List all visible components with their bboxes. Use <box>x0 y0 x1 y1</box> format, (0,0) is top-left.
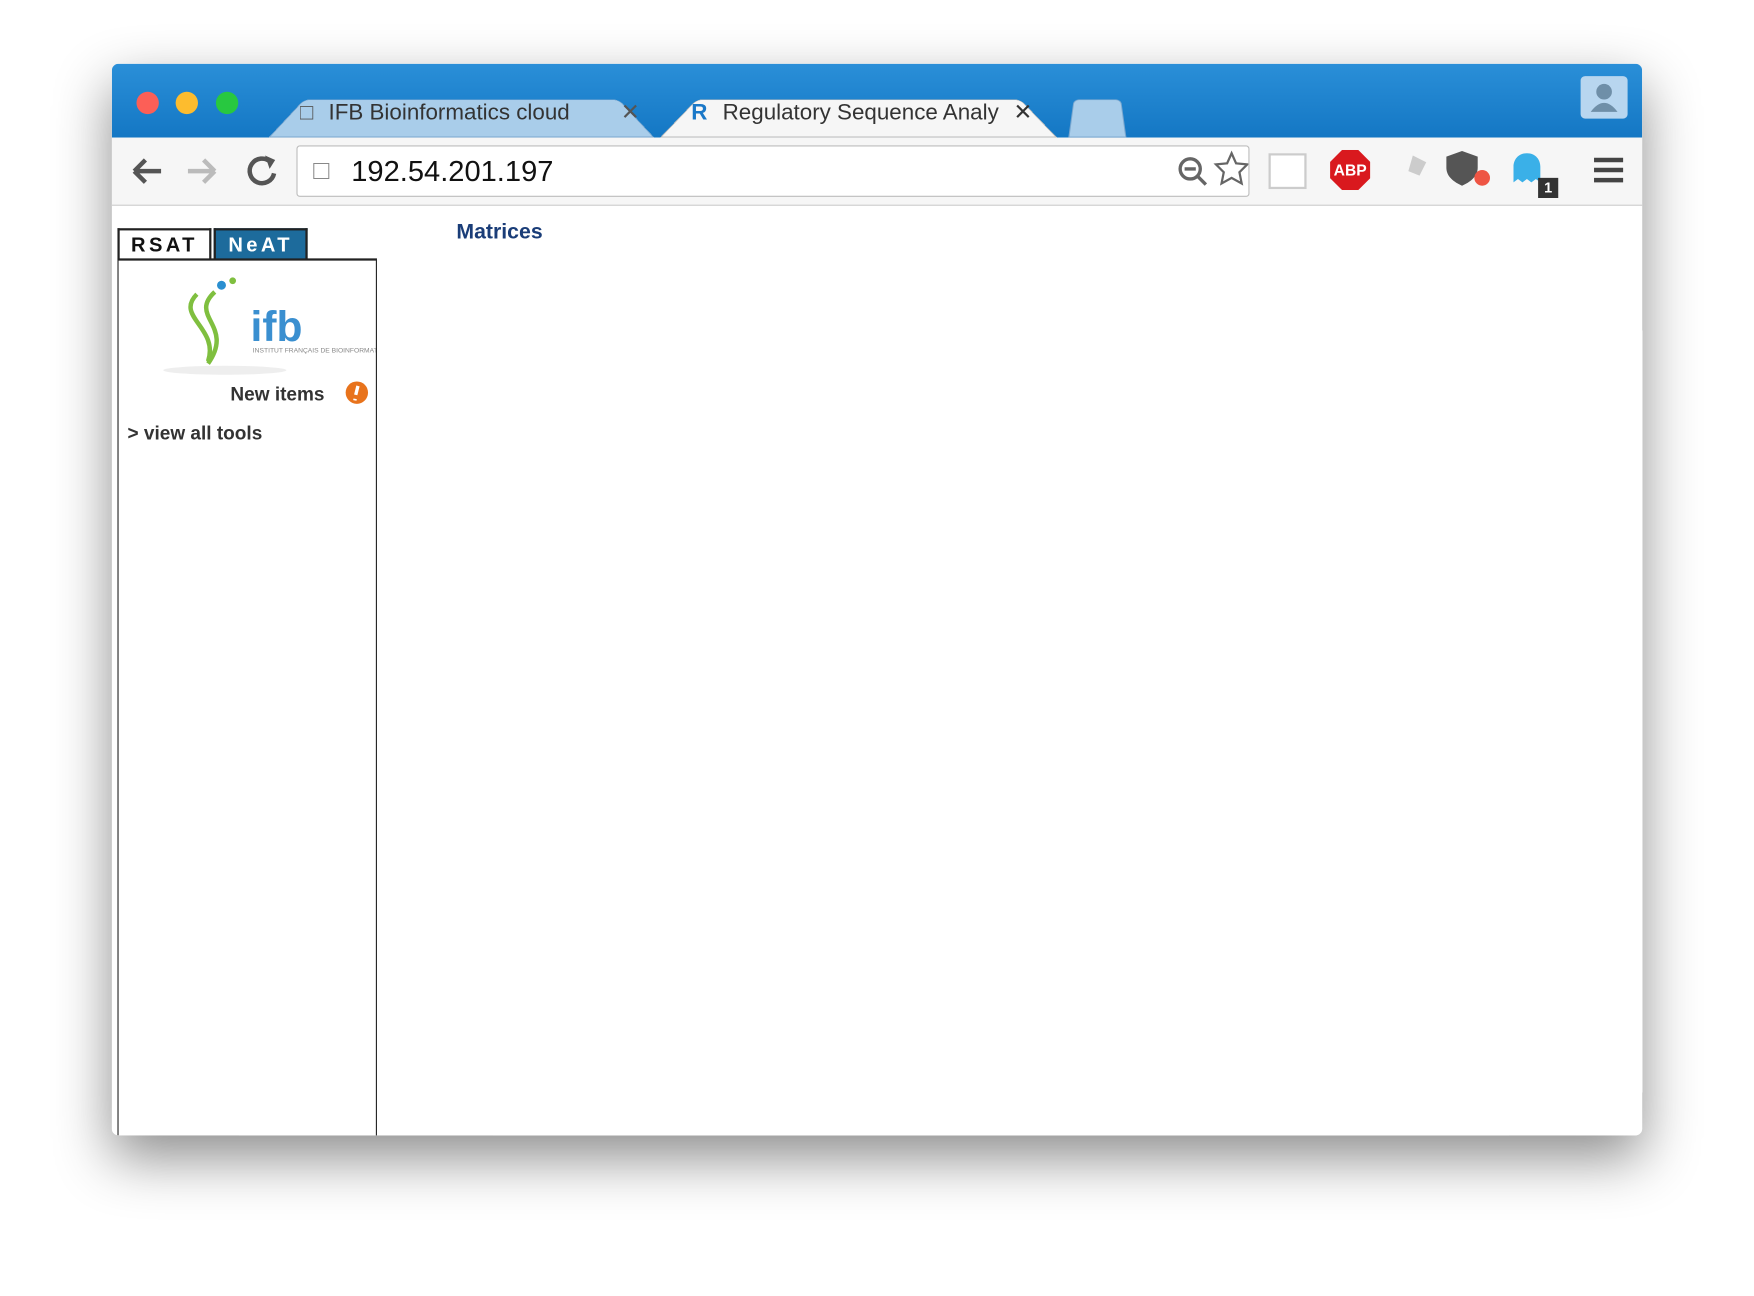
extension-icons[interactable] <box>1393 138 1572 205</box>
new-items-link[interactable]: New items <box>230 383 325 405</box>
logo-subtitle: INSTITUT FRANÇAIS DE BIOINFORMATIQUE <box>253 347 376 354</box>
tab-close[interactable]: ✕ <box>1013 100 1033 126</box>
tab-close[interactable]: ✕ <box>620 100 640 126</box>
new-badge <box>345 381 369 404</box>
nav-buttons[interactable] <box>112 138 297 205</box>
extension-badge: 1 <box>1544 178 1553 196</box>
tab[interactable]: R Regulatory Sequence Analy ✕ <box>659 88 1058 138</box>
close-button[interactable] <box>136 91 159 115</box>
page-icon: □ <box>313 155 330 186</box>
ifb-logo: ifb INSTITUT FRANÇAIS DE BIOINFORMATIQUE <box>163 277 376 375</box>
badge-mark <box>353 385 360 401</box>
minimize-button[interactable] <box>175 91 198 115</box>
adblock-icon[interactable]: ABP <box>1330 149 1371 191</box>
menu-button[interactable] <box>1592 154 1626 188</box>
web-page: RSAT NeAT ifb INSTITUT FRANÇAIS DE BIOIN… <box>111 205 1643 1136</box>
neat-tab[interactable]: NeAT <box>213 228 308 260</box>
zoom-button[interactable] <box>215 91 239 115</box>
address-icons[interactable] <box>1170 147 1249 196</box>
address-bar[interactable]: □ 192.54.201.197 <box>296 145 1250 197</box>
title-bar: □ IFB Bioinformatics cloud ✕ R Regulator… <box>111 63 1643 138</box>
page-icon: □ <box>299 100 314 126</box>
tab[interactable]: □ IFB Bioinformatics cloud ✕ <box>268 88 655 138</box>
logo-name: ifb <box>251 304 303 351</box>
heading: Matrices <box>456 220 543 244</box>
toolbar: □ 192.54.201.197 ABP 1 <box>111 137 1643 206</box>
rsat-tab[interactable]: RSAT <box>117 228 212 260</box>
tab-icon: R <box>691 100 708 126</box>
browser-window: □ IFB Bioinformatics cloud ✕ R Regulator… <box>111 63 1643 1136</box>
tab-title: Regulatory Sequence Analy <box>722 100 999 126</box>
content: Matrices <box>456 217 1642 251</box>
new-tab[interactable] <box>1068 88 1127 138</box>
profile-button[interactable] <box>1580 76 1628 119</box>
profile-icon <box>1590 83 1618 112</box>
url: 192.54.201.197 <box>351 154 554 188</box>
view-all-link[interactable]: > view all tools <box>127 422 263 445</box>
sidebar-box: ifb INSTITUT FRANÇAIS DE BIOINFORMATIQUE… <box>117 258 377 1136</box>
extension-icon[interactable] <box>1268 153 1307 190</box>
tab-title: IFB Bioinformatics cloud <box>328 100 570 126</box>
